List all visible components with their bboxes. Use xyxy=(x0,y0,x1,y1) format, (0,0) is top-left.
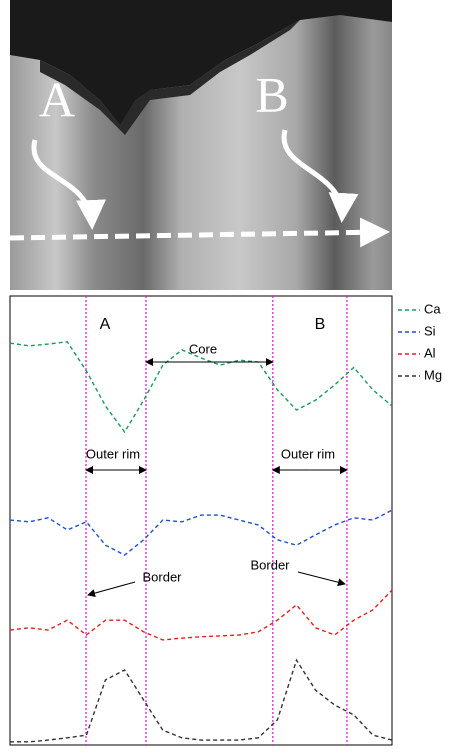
annotation: B xyxy=(315,316,326,333)
profile-line xyxy=(9,341,393,434)
profile-line xyxy=(9,509,393,556)
image-label: A xyxy=(39,71,75,127)
legend-label: Mg xyxy=(424,367,442,382)
profile-line xyxy=(10,658,393,743)
annotation-arrow xyxy=(297,571,346,587)
annotation: Core xyxy=(189,341,217,356)
legend-label: Al xyxy=(424,345,436,360)
annotation: Border xyxy=(250,557,290,572)
micrograph: A B xyxy=(9,0,392,290)
plot-frame xyxy=(9,295,393,746)
annotation: Outer rim xyxy=(86,446,140,461)
legend-label: Si xyxy=(424,323,436,338)
legend-label: Ca xyxy=(424,301,441,316)
annotation: Outer rim xyxy=(281,446,335,461)
annotation: A xyxy=(100,316,111,333)
image-label: B xyxy=(255,66,288,122)
annotation-arrow xyxy=(87,581,136,597)
profile-line xyxy=(9,589,393,641)
annotation: Border xyxy=(142,569,182,584)
